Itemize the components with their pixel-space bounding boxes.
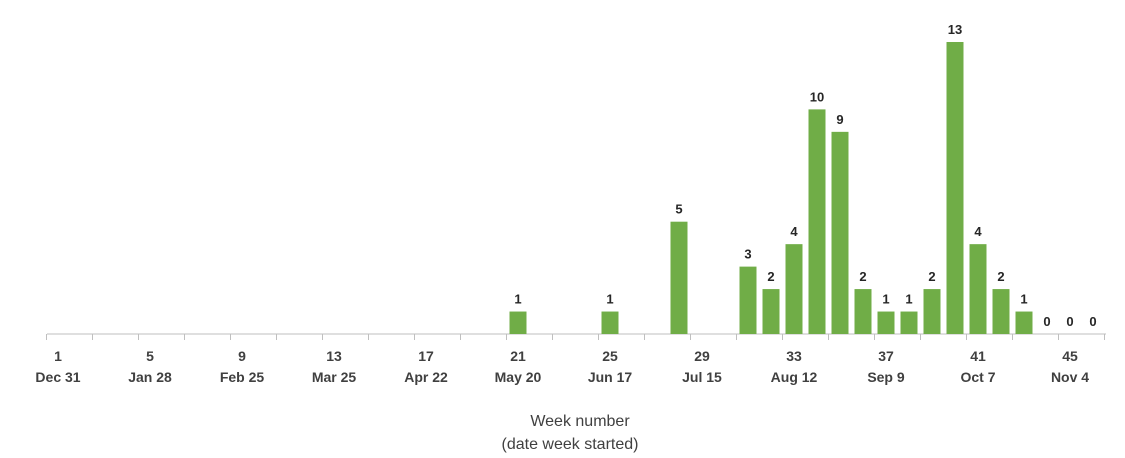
value-label-week-46: 0: [1089, 314, 1096, 329]
tick-week-5: 5: [146, 348, 154, 364]
value-label-week-40: 13: [948, 22, 962, 37]
bar-week-32: [762, 289, 780, 334]
tick-date-week-33: Aug 12: [771, 369, 818, 385]
tick-week-21: 21: [510, 348, 526, 364]
bar-week-41: [969, 244, 987, 334]
value-label-week-37: 1: [882, 292, 889, 307]
x-axis: [46, 333, 1106, 340]
value-label-week-42: 2: [997, 269, 1004, 284]
value-label-week-32: 2: [767, 269, 774, 284]
value-label-week-31: 3: [744, 247, 751, 262]
value-label-week-38: 1: [905, 292, 912, 307]
tick-week-9: 9: [238, 348, 246, 364]
value-label-week-36: 2: [859, 269, 866, 284]
bar-week-38: [900, 311, 918, 334]
bar-week-31: [739, 266, 757, 334]
x-tick-labels: 1 Dec 31 5 Jan 28 9 Feb 25 13 Mar 25 17 Apr 22 21 M…: [35, 348, 1089, 385]
bar-week-35: [831, 131, 849, 334]
tick-date-week-41: Oct 7: [960, 369, 995, 385]
value-label-week-39: 2: [928, 269, 935, 284]
tick-date-week-17: Apr 22: [404, 369, 448, 385]
x-axis-title: Week number: [530, 413, 630, 430]
value-label-week-35: 9: [836, 112, 843, 127]
bar-week-43: [1015, 311, 1033, 334]
bar-week-25: [601, 311, 619, 334]
tick-week-25: 25: [602, 348, 618, 364]
bars-series: [509, 42, 1033, 334]
bar-week-40: [946, 42, 964, 334]
bar-week-34: [808, 109, 826, 334]
value-label-week-44: 0: [1043, 314, 1050, 329]
tick-date-week-13: Mar 25: [312, 369, 357, 385]
tick-week-45: 45: [1062, 348, 1078, 364]
bar-week-33: [785, 244, 803, 334]
tick-date-week-29: Jul 15: [682, 369, 722, 385]
bar-week-39: [923, 289, 941, 334]
tick-date-week-45: Nov 4: [1051, 369, 1089, 385]
tick-week-37: 37: [878, 348, 894, 364]
tick-week-13: 13: [326, 348, 342, 364]
value-label-week-41: 4: [974, 224, 982, 239]
tick-week-17: 17: [418, 348, 434, 364]
tick-date-week-5: Jan 28: [128, 369, 172, 385]
tick-date-week-1: Dec 31: [35, 369, 80, 385]
tick-date-week-37: Sep 9: [867, 369, 905, 385]
tick-week-41: 41: [970, 348, 986, 364]
tick-date-week-25: Jun 17: [588, 369, 633, 385]
value-label-week-33: 4: [790, 224, 798, 239]
tick-date-week-21: May 20: [495, 369, 542, 385]
value-label-week-25: 1: [606, 292, 613, 307]
tick-week-1: 1: [54, 348, 62, 364]
bar-week-28: [670, 221, 688, 334]
bar-week-21: [509, 311, 527, 334]
value-label-week-34: 10: [810, 89, 824, 104]
x-axis-subtitle: (date week started): [502, 436, 639, 453]
bar-week-37: [877, 311, 895, 334]
tick-date-week-9: Feb 25: [220, 369, 265, 385]
value-label-week-45: 0: [1066, 314, 1073, 329]
tick-week-33: 33: [786, 348, 802, 364]
tick-week-29: 29: [694, 348, 710, 364]
bar-week-36: [854, 289, 872, 334]
value-label-week-21: 1: [514, 292, 521, 307]
bar-week-42: [992, 289, 1010, 334]
value-label-week-28: 5: [675, 202, 682, 217]
value-label-week-43: 1: [1020, 292, 1027, 307]
